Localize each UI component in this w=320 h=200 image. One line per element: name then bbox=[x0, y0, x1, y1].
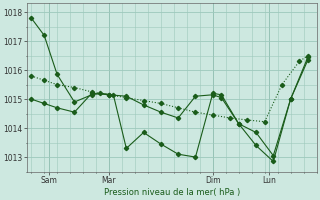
X-axis label: Pression niveau de la mer( hPa ): Pression niveau de la mer( hPa ) bbox=[104, 188, 240, 197]
